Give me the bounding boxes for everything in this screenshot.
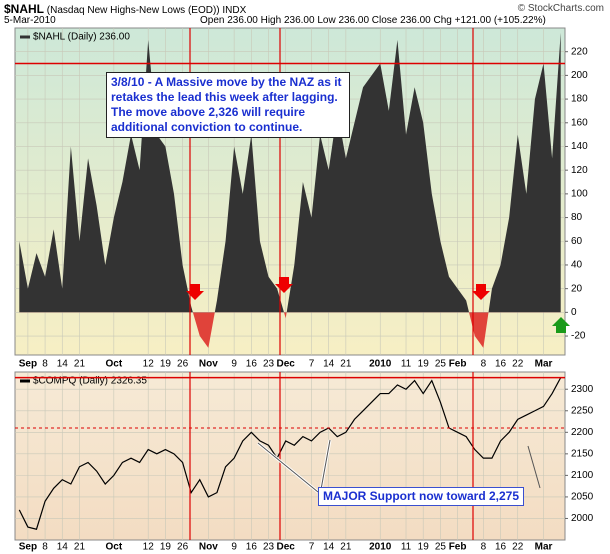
- down-arrow: [472, 284, 490, 300]
- x-tick-label: Dec: [277, 542, 296, 553]
- quote: Open 236.00 High 236.00 Low 236.00 Close…: [200, 15, 546, 26]
- x-tick-label: 23: [263, 542, 275, 553]
- down-arrow: [186, 284, 204, 300]
- x-tick-label: Nov: [199, 359, 218, 370]
- y-tick-label: 200: [571, 70, 588, 81]
- x-tick-label: 7: [309, 359, 315, 370]
- x-tick-label: 19: [418, 359, 430, 370]
- x-tick-label: 2010: [369, 542, 392, 553]
- x-tick-label: Mar: [535, 542, 553, 553]
- x-tick-label: 8: [481, 542, 487, 553]
- x-tick-label: Mar: [535, 359, 553, 370]
- down-arrow: [275, 277, 293, 293]
- x-tick-label: 16: [495, 359, 507, 370]
- x-tick-label: Oct: [105, 359, 122, 370]
- y-tick-label: 80: [571, 212, 583, 223]
- y-tick-label: 40: [571, 260, 583, 271]
- y-tick-label: 120: [571, 165, 588, 176]
- y-tick-label: 2000: [571, 513, 594, 524]
- callout: [319, 439, 331, 496]
- x-tick-label: 16: [246, 542, 258, 553]
- y-tick-label: 2150: [571, 448, 594, 459]
- x-tick-label: 25: [435, 542, 447, 553]
- x-tick-label: 25: [435, 359, 447, 370]
- x-tick-label: 12: [143, 359, 155, 370]
- x-tick-label: 9: [231, 542, 237, 553]
- annotation: MAJOR Support now toward 2,275: [318, 487, 525, 506]
- panel-bottom: [14, 371, 566, 541]
- x-tick-label: 21: [74, 359, 86, 370]
- title: $NAHL: [4, 2, 45, 16]
- x-tick-label: 19: [418, 542, 430, 553]
- y-tick-label: 220: [571, 46, 588, 57]
- x-tick-label: 11: [401, 542, 412, 553]
- x-tick-label: 22: [512, 542, 524, 553]
- callout: [257, 442, 319, 493]
- annotation: 3/8/10 - A Massive move by the NAZ as it…: [106, 72, 350, 138]
- x-tick-label: 19: [160, 542, 172, 553]
- y-tick-label: 100: [571, 189, 588, 200]
- y-tick-label: 0: [571, 307, 577, 318]
- header: $NAHL (Nasdaq New Highs-New Lows (EOD)) …: [4, 2, 246, 16]
- x-tick-label: Sep: [19, 359, 37, 370]
- source: © StockCharts.com: [517, 3, 604, 14]
- y-tick-label: -20: [571, 331, 586, 342]
- x-tick-label: 2010: [369, 359, 392, 370]
- x-tick-label: 14: [323, 542, 335, 553]
- x-tick-label: 21: [340, 359, 352, 370]
- x-tick-label: 8: [481, 359, 487, 370]
- y-tick-label: 2050: [571, 492, 594, 503]
- x-tick-label: 8: [42, 359, 48, 370]
- y-tick-label: 160: [571, 117, 588, 128]
- x-tick-label: 7: [309, 542, 315, 553]
- x-tick-label: 23: [263, 359, 275, 370]
- plot-layer: -20 0 20 40 60 80 100 120 140 160 180 200 220 Sep 8 14 2…: [15, 28, 594, 553]
- x-tick-label: 11: [401, 359, 412, 370]
- y-tick-label: 2200: [571, 427, 594, 438]
- x-tick-label: 19: [160, 359, 172, 370]
- y-tick-label: 140: [571, 141, 588, 152]
- callout: [527, 445, 541, 489]
- y-tick-label: 180: [571, 94, 588, 105]
- legend-label: $COMPQ (Daily) 2326.35: [33, 376, 147, 387]
- x-tick-label: 21: [74, 542, 86, 553]
- x-tick-label: 8: [42, 542, 48, 553]
- x-tick-label: 22: [512, 359, 524, 370]
- legend-label: $NAHL (Daily) 236.00: [33, 32, 130, 43]
- y-tick-label: 2250: [571, 405, 594, 416]
- price-line: [18, 377, 562, 530]
- y-tick-label: 2300: [571, 384, 594, 395]
- x-tick-label: Feb: [449, 359, 467, 370]
- x-tick-label: 9: [231, 359, 237, 370]
- y-tick-label: 2100: [571, 470, 594, 481]
- x-tick-label: 14: [323, 359, 335, 370]
- x-tick-label: Oct: [105, 542, 122, 553]
- date: 5-Mar-2010: [4, 15, 56, 26]
- y-tick-label: 20: [571, 283, 583, 294]
- area-positive: [19, 32, 561, 313]
- x-tick-label: 26: [177, 542, 189, 553]
- x-tick-label: Feb: [449, 542, 467, 553]
- x-tick-label: Nov: [199, 542, 218, 553]
- x-tick-label: 14: [57, 359, 69, 370]
- x-tick-label: 12: [143, 542, 155, 553]
- x-tick-label: 14: [57, 542, 69, 553]
- y-tick-label: 60: [571, 236, 583, 247]
- x-tick-label: Sep: [19, 542, 37, 553]
- x-tick-label: 26: [177, 359, 189, 370]
- x-tick-label: Dec: [277, 359, 296, 370]
- x-tick-label: 16: [246, 359, 258, 370]
- up-arrow: [552, 317, 570, 333]
- subtitle: (Nasdaq New Highs-New Lows (EOD)) INDX: [46, 5, 247, 16]
- x-tick-label: 16: [495, 542, 507, 553]
- x-tick-label: 21: [340, 542, 352, 553]
